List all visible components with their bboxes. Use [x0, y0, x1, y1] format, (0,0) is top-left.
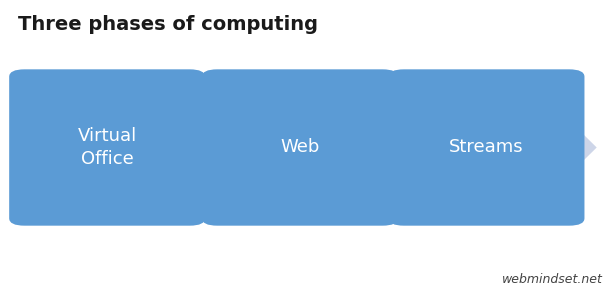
- Text: Web: Web: [280, 138, 319, 157]
- Text: Virtual
Office: Virtual Office: [78, 127, 136, 168]
- FancyBboxPatch shape: [389, 69, 584, 226]
- Polygon shape: [18, 81, 597, 214]
- Text: webmindset.net: webmindset.net: [502, 273, 603, 286]
- Text: Three phases of computing: Three phases of computing: [18, 15, 318, 34]
- FancyBboxPatch shape: [9, 69, 205, 226]
- FancyBboxPatch shape: [202, 69, 398, 226]
- Text: Streams: Streams: [449, 138, 524, 157]
